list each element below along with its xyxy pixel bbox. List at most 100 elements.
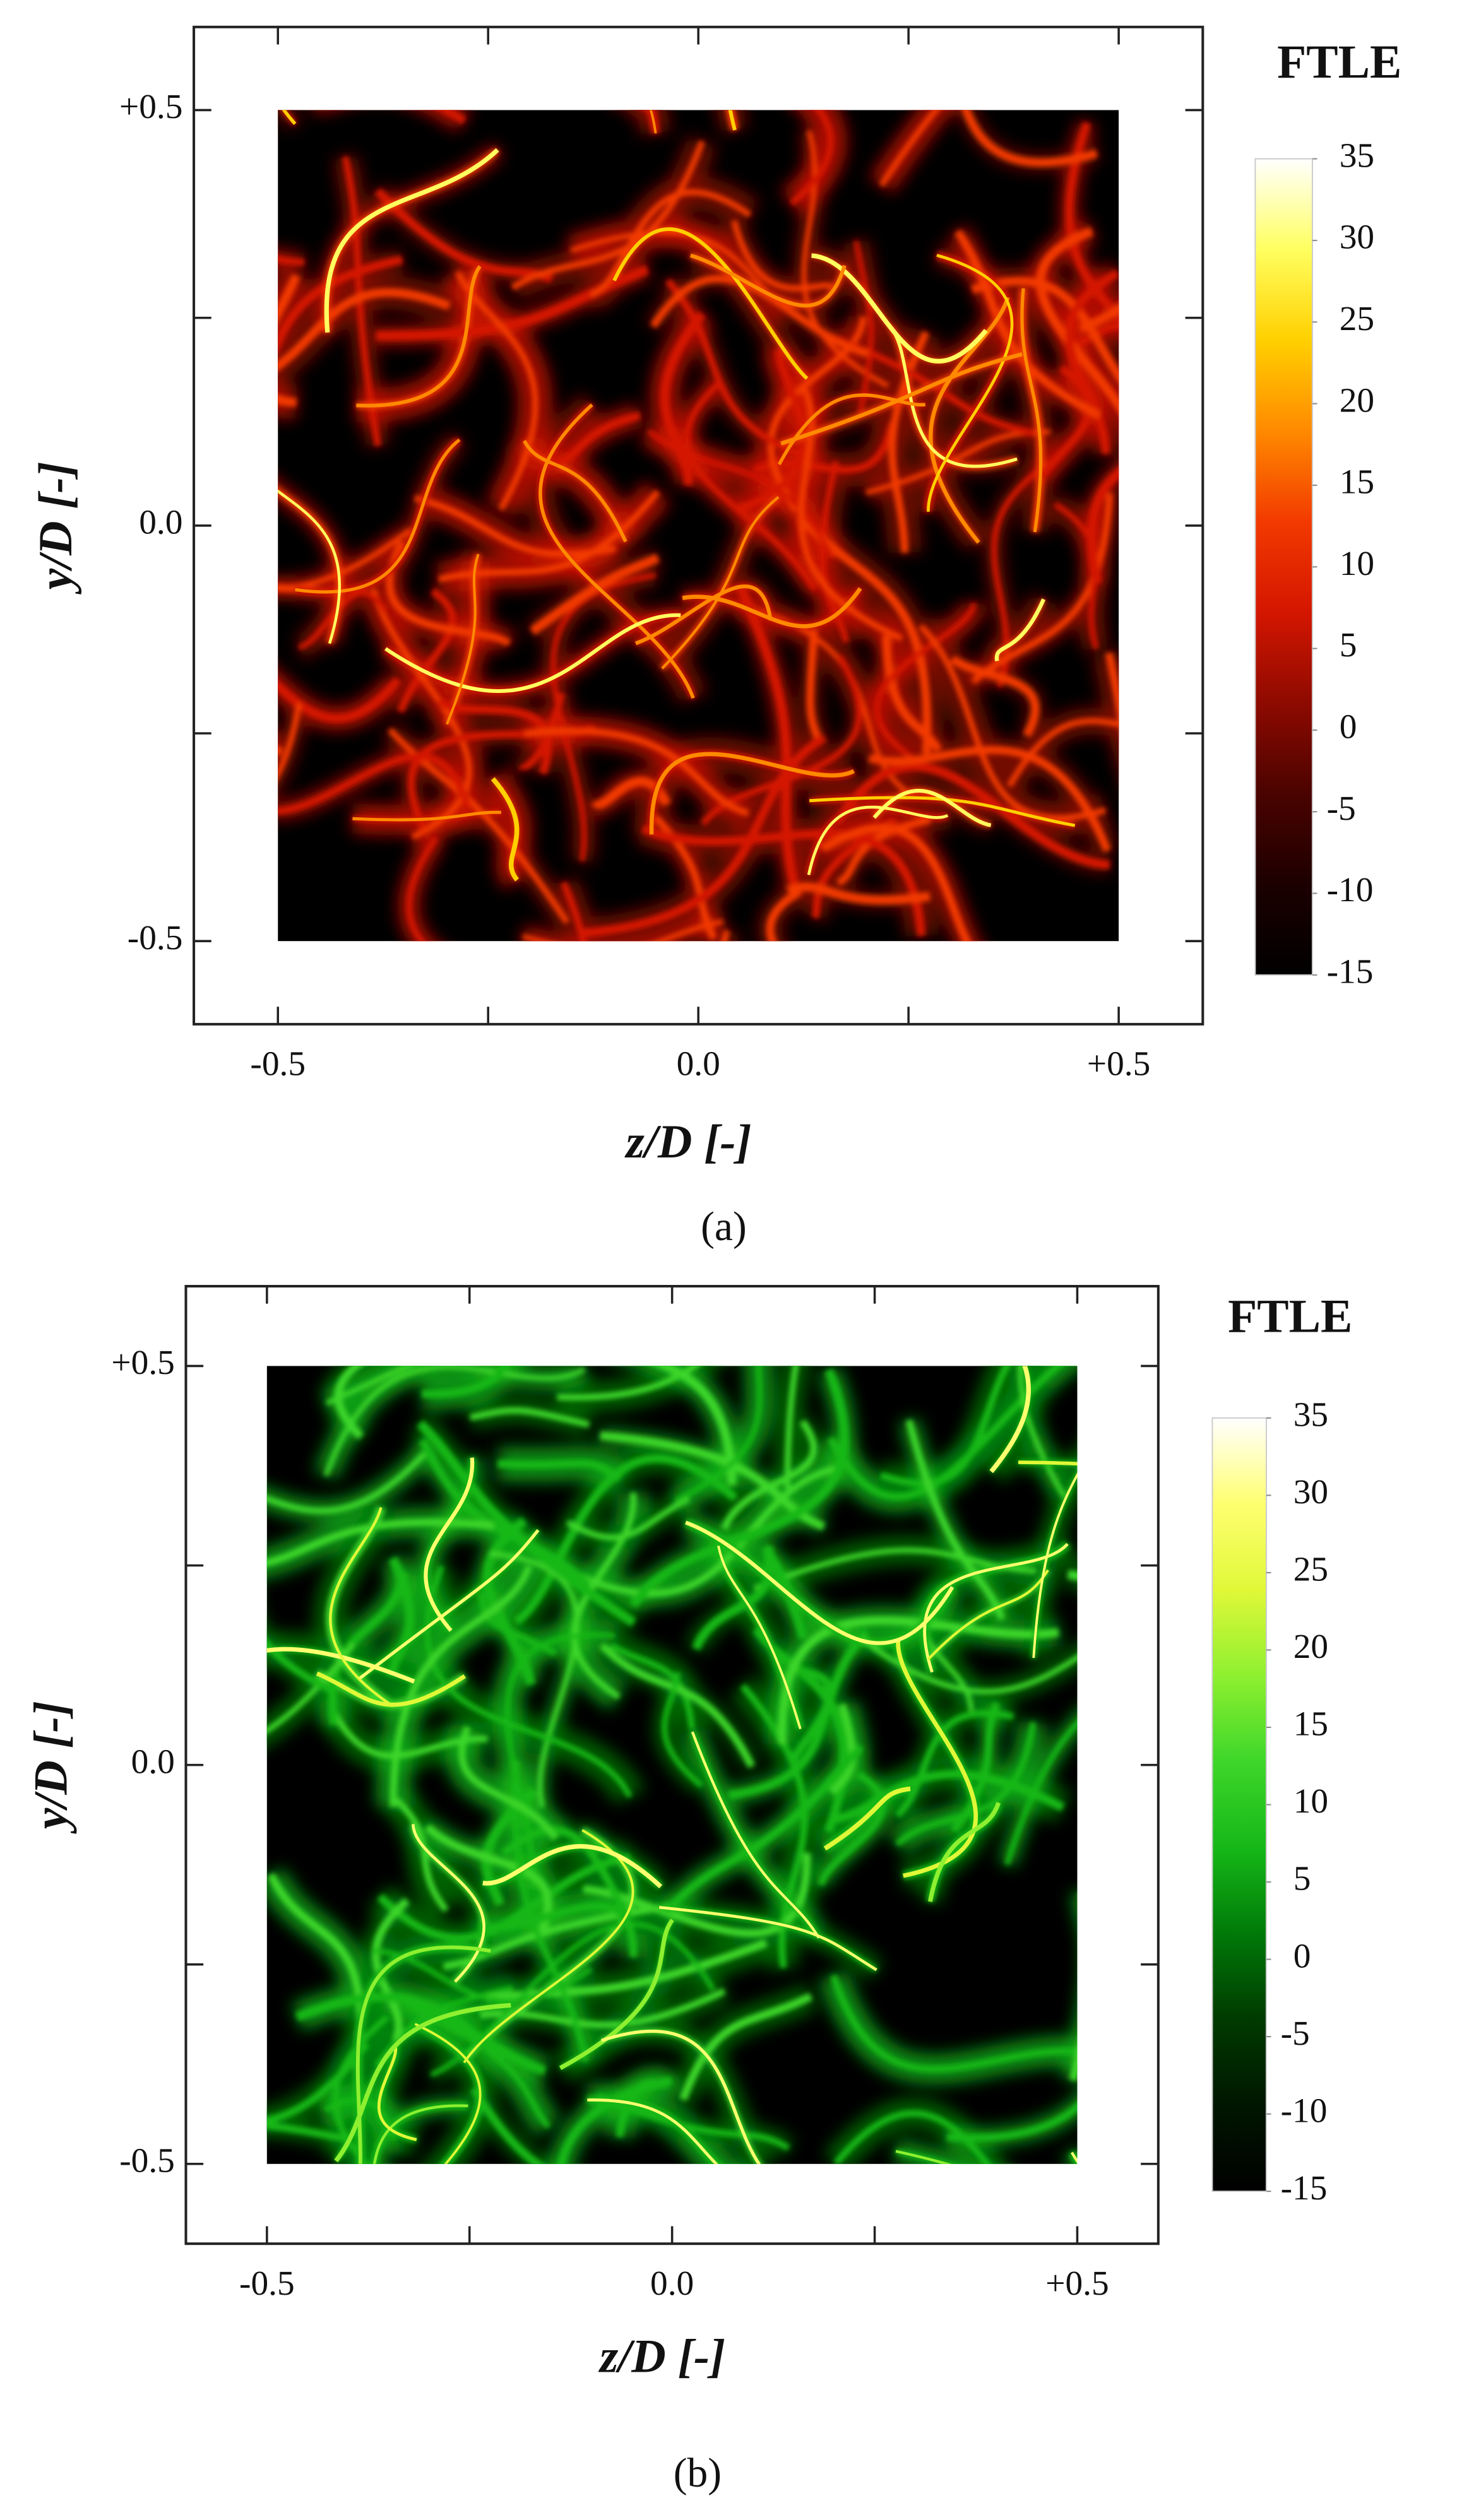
- filament: [882, 635, 943, 753]
- filament: [589, 189, 752, 298]
- colorbar: [1254, 158, 1313, 976]
- filament-core: [523, 440, 627, 543]
- filament: [566, 1496, 691, 1541]
- filament-core: [355, 1945, 491, 2164]
- filament-core: [282, 110, 297, 125]
- filament: [679, 1992, 813, 2101]
- filament: [895, 2148, 956, 2164]
- filament: [278, 702, 302, 780]
- filament: [971, 276, 1119, 384]
- filament-core: [384, 613, 681, 693]
- filament: [684, 382, 818, 591]
- filament: [629, 1368, 849, 1608]
- colorbar-tick-label: 10: [1293, 1782, 1328, 1820]
- filament: [278, 527, 413, 591]
- colorbar-tick-label: -5: [1281, 2014, 1310, 2052]
- filament: [833, 2110, 991, 2164]
- colorbar-tick-label: 5: [1293, 1859, 1311, 1898]
- filament: [376, 264, 650, 341]
- filament-glow: [622, 110, 660, 127]
- filament-core: [278, 489, 341, 644]
- filament: [728, 1629, 870, 1800]
- filament-core: [266, 1647, 415, 1684]
- filament-core: [927, 1802, 1001, 1902]
- filament-core: [927, 254, 1014, 512]
- filament: [663, 1744, 864, 1914]
- filament: [497, 1459, 622, 1482]
- filament: [513, 1760, 589, 2062]
- filament: [874, 603, 977, 762]
- filament: [662, 1672, 704, 1788]
- filament-glow: [278, 110, 302, 129]
- colorbar-tick-label: 30: [1340, 218, 1374, 256]
- filament: [1035, 227, 1119, 414]
- filament: [489, 1551, 580, 1808]
- filament: [424, 1565, 633, 1798]
- filament-core: [377, 2043, 417, 2141]
- filament-core: [889, 326, 1018, 468]
- filament: [266, 2041, 370, 2125]
- filament: [766, 887, 802, 942]
- x-tick-label: +0.5: [1087, 1044, 1150, 1083]
- filament-core: [1032, 1472, 1078, 1659]
- filament: [949, 655, 1040, 738]
- filament: [1072, 322, 1119, 351]
- filament-core: [658, 1905, 877, 1972]
- filament: [266, 1642, 356, 1734]
- filament: [895, 1710, 1014, 1818]
- filament: [1018, 1366, 1068, 1501]
- filament: [546, 411, 641, 469]
- filament: [784, 1366, 799, 1489]
- filament: [853, 240, 874, 414]
- filament: [833, 762, 1110, 870]
- filament: [879, 1366, 1011, 1488]
- filament: [281, 110, 297, 126]
- colorbar-tick-label: 35: [1293, 1395, 1328, 1434]
- colorbar-tick-label: 30: [1293, 1472, 1328, 1511]
- filament-core: [780, 352, 1023, 446]
- filament: [1065, 269, 1119, 454]
- filament: [653, 1366, 737, 1485]
- colorbar-tick-label: 0: [1293, 1936, 1311, 1975]
- filament: [278, 255, 403, 352]
- filament: [386, 540, 511, 647]
- filament: [266, 2122, 347, 2143]
- filament-core: [424, 1457, 475, 1632]
- colorbar-tick-label: 15: [1293, 1705, 1328, 1743]
- filament-core: [649, 752, 855, 835]
- filament: [377, 1853, 631, 1943]
- filament: [691, 1546, 774, 1651]
- filament: [469, 1407, 590, 1428]
- filament: [961, 110, 1098, 167]
- filament-core: [823, 1786, 911, 1851]
- filament-core: [491, 777, 520, 882]
- filament: [390, 1565, 533, 1807]
- panel-label: (a): [701, 1204, 747, 1250]
- filament: [970, 493, 1113, 685]
- filament: [513, 1454, 738, 1626]
- filament-core: [989, 1366, 1032, 1474]
- x-tick-label: 0.0: [677, 1044, 720, 1083]
- colorbar-tick-label: 10: [1340, 544, 1374, 583]
- colorbar-tick-label: 25: [1293, 1550, 1328, 1588]
- filament: [786, 882, 931, 905]
- filament: [736, 585, 801, 895]
- filament: [660, 311, 706, 486]
- filament: [422, 1366, 510, 1399]
- filament: [778, 1616, 1059, 1744]
- filament: [767, 316, 867, 512]
- filament: [905, 1419, 1006, 1621]
- filament: [946, 2102, 1078, 2142]
- filament: [370, 588, 472, 840]
- filament: [323, 1366, 586, 1477]
- filament-core: [446, 553, 480, 725]
- filament: [324, 2097, 397, 2141]
- filament: [828, 1770, 1065, 1825]
- filament: [430, 1921, 715, 2078]
- filament-core: [895, 2150, 952, 2164]
- filament: [505, 1632, 615, 1890]
- filament: [266, 1638, 336, 1695]
- filament-core: [612, 227, 809, 380]
- filament-core: [356, 265, 482, 408]
